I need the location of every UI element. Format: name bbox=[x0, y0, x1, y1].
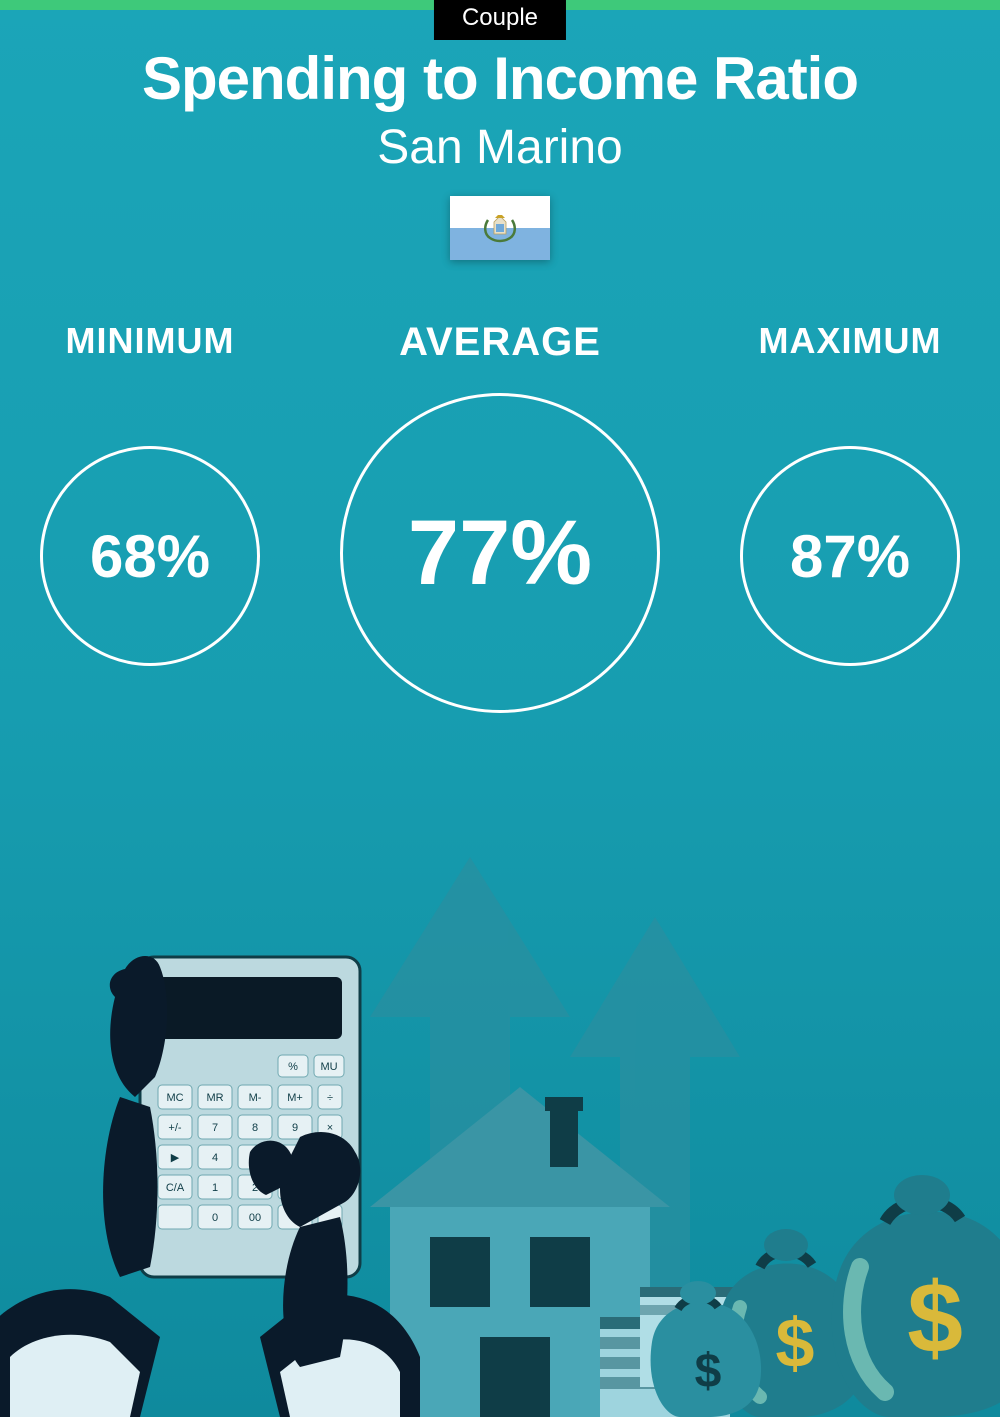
stat-average-label: AVERAGE bbox=[399, 320, 601, 365]
svg-text:+: + bbox=[327, 1202, 333, 1214]
svg-text:÷: ÷ bbox=[327, 1092, 333, 1104]
flag-icon bbox=[450, 196, 550, 260]
svg-text:$: $ bbox=[776, 1304, 815, 1382]
svg-text:MR: MR bbox=[206, 1092, 223, 1104]
category-badge: Couple bbox=[434, 0, 566, 40]
svg-text:C/A: C/A bbox=[166, 1182, 185, 1194]
svg-text:MU: MU bbox=[320, 1061, 337, 1073]
svg-text:$: $ bbox=[695, 1345, 722, 1398]
svg-text:00: 00 bbox=[249, 1212, 261, 1224]
svg-text:0: 0 bbox=[212, 1212, 218, 1224]
svg-text:8: 8 bbox=[252, 1122, 258, 1134]
svg-text:−: − bbox=[327, 1152, 333, 1164]
svg-text:▶: ▶ bbox=[171, 1152, 180, 1164]
svg-text:1: 1 bbox=[212, 1182, 218, 1194]
page-subtitle: San Marino bbox=[0, 120, 1000, 175]
svg-text:MC: MC bbox=[166, 1092, 183, 1104]
svg-text:2: 2 bbox=[252, 1182, 258, 1194]
page-title: Spending to Income Ratio bbox=[0, 44, 1000, 113]
finance-illustration: $ $ $ MC MR M- M+ ÷ bbox=[0, 797, 1000, 1417]
stats-row: MINIMUM 68% AVERAGE 77% MAXIMUM 87% bbox=[0, 320, 1000, 713]
stat-average: AVERAGE 77% bbox=[340, 320, 660, 713]
stat-maximum-label: MAXIMUM bbox=[759, 320, 942, 362]
svg-text:9: 9 bbox=[292, 1122, 298, 1134]
svg-text:$: $ bbox=[907, 1262, 963, 1374]
svg-text:.: . bbox=[293, 1212, 296, 1224]
svg-text:6: 6 bbox=[292, 1152, 298, 1164]
svg-text:M+: M+ bbox=[287, 1092, 303, 1104]
stat-minimum-value: 68% bbox=[40, 446, 260, 666]
svg-text:7: 7 bbox=[212, 1122, 218, 1134]
svg-text:×: × bbox=[327, 1122, 333, 1134]
stat-minimum: MINIMUM 68% bbox=[40, 320, 260, 666]
stat-maximum: MAXIMUM 87% bbox=[740, 320, 960, 666]
stat-average-value: 77% bbox=[340, 393, 660, 713]
svg-text:4: 4 bbox=[212, 1152, 218, 1164]
svg-text:M-: M- bbox=[249, 1092, 262, 1104]
svg-text:3: 3 bbox=[292, 1182, 298, 1194]
svg-text:+/-: +/- bbox=[168, 1122, 181, 1134]
stat-maximum-value: 87% bbox=[740, 446, 960, 666]
stat-minimum-label: MINIMUM bbox=[66, 320, 235, 362]
svg-text:5: 5 bbox=[252, 1152, 258, 1164]
svg-text:%: % bbox=[288, 1061, 298, 1073]
